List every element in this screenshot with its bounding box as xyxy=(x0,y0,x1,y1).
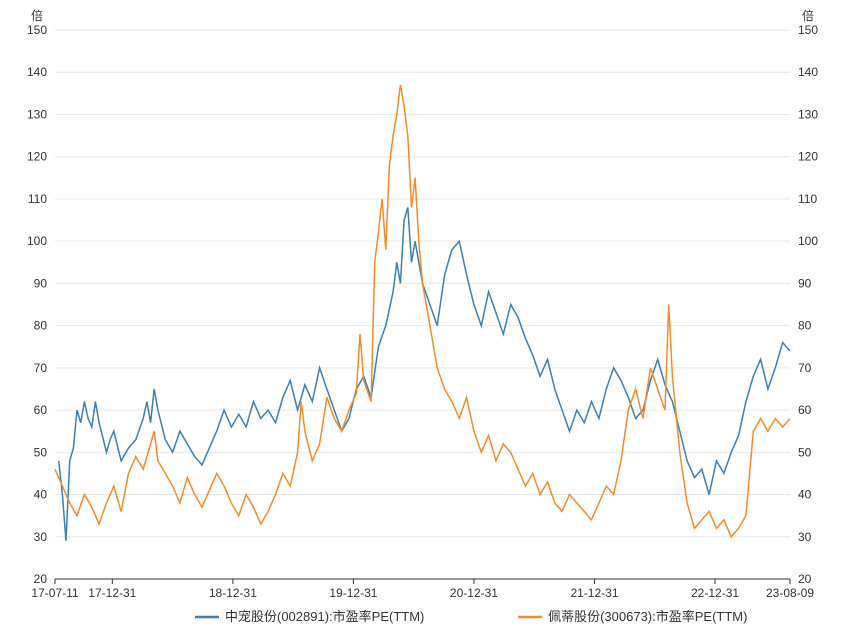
y-axis-label-right: 倍 xyxy=(802,8,814,23)
y-tick-right: 70 xyxy=(798,361,812,375)
y-tick-left: 70 xyxy=(34,361,48,375)
x-tick: 17-07-11 xyxy=(31,586,78,600)
y-tick-right: 40 xyxy=(798,488,812,502)
y-tick-left: 150 xyxy=(27,23,47,37)
x-tick: 23-08-09 xyxy=(766,586,814,600)
x-tick: 21-12-31 xyxy=(570,586,618,600)
y-tick-right: 20 xyxy=(798,572,812,586)
x-tick: 20-12-31 xyxy=(450,586,498,600)
y-tick-right: 100 xyxy=(798,234,818,248)
chart-container: 20 30 40 50 60 70 80 90 100 110 120 130 140 150 20 30 40… xyxy=(0,0,850,639)
y-tick-left: 110 xyxy=(28,192,47,206)
y-tick-right: 130 xyxy=(798,107,818,121)
line-chart: 20 30 40 50 60 70 80 90 100 110 120 130 140 150 20 30 40… xyxy=(0,0,850,639)
x-tick: 17-12-31 xyxy=(88,586,136,600)
y-tick-left: 60 xyxy=(34,403,48,417)
y-tick-left: 90 xyxy=(34,276,48,290)
y-tick-right: 90 xyxy=(798,276,812,290)
y-tick-right: 80 xyxy=(798,319,812,333)
y-tick-left: 140 xyxy=(27,65,47,79)
y-tick-left: 120 xyxy=(27,150,47,164)
y-tick-left: 40 xyxy=(34,488,48,502)
x-tick: 19-12-31 xyxy=(329,586,377,600)
y-tick-left: 130 xyxy=(27,107,47,121)
y-tick-right: 30 xyxy=(798,530,812,544)
x-tick: 22-12-31 xyxy=(691,586,739,600)
y-tick-left: 80 xyxy=(34,319,48,333)
y-tick-right: 120 xyxy=(798,150,818,164)
y-tick-right: 110 xyxy=(798,192,817,206)
y-tick-left: 30 xyxy=(34,530,48,544)
y-axis-label-left: 倍 xyxy=(31,8,43,23)
y-tick-right: 150 xyxy=(798,23,818,37)
y-tick-right: 50 xyxy=(798,445,812,459)
y-tick-right: 60 xyxy=(798,403,812,417)
x-tick: 18-12-31 xyxy=(209,586,257,600)
y-tick-left: 20 xyxy=(34,572,48,586)
legend-label: 佩蒂股份(300673):市盈率PE(TTM) xyxy=(548,609,747,624)
legend-label: 中宠股份(002891):市盈率PE(TTM) xyxy=(225,609,424,624)
y-tick-left: 100 xyxy=(27,234,47,248)
y-tick-right: 140 xyxy=(798,65,818,79)
y-tick-left: 50 xyxy=(34,445,48,459)
